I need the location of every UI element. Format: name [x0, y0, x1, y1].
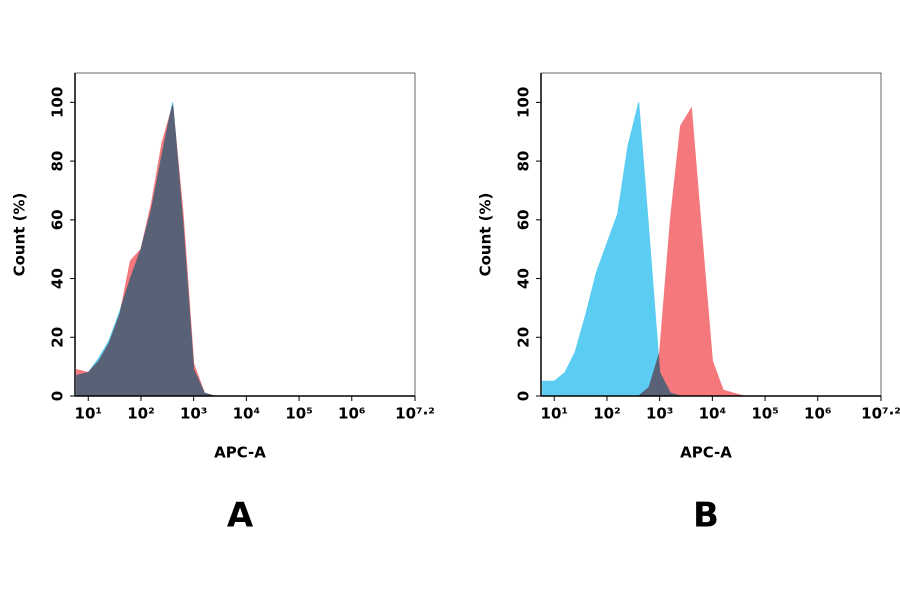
- y-tick-label: 80: [49, 151, 67, 172]
- y-tick-label: 20: [49, 327, 67, 348]
- x-tick-label: 10⁷·²: [395, 405, 435, 423]
- x-tick-label: 10³: [646, 405, 673, 423]
- y-tick-label: 100: [49, 87, 67, 118]
- x-tick-label: 10⁴: [233, 405, 260, 423]
- histogram-area: [542, 102, 766, 397]
- x-tick-label: 10¹: [75, 405, 102, 423]
- y-axis-label: Count (%): [11, 193, 29, 277]
- x-tick-label: 10²: [593, 405, 620, 423]
- x-tick-label: 10³: [180, 405, 207, 423]
- x-axis-label: APC-A: [680, 444, 732, 462]
- x-tick-label: 10⁵: [285, 405, 312, 423]
- x-axis-label: APC-A: [214, 444, 266, 462]
- y-tick-label: 40: [515, 268, 533, 289]
- y-tick-label: 0: [515, 391, 533, 401]
- x-tick-label: 10¹: [541, 405, 568, 423]
- panel-label: A: [227, 496, 254, 536]
- x-tick-label: 10⁶: [338, 405, 365, 423]
- y-tick-label: 20: [515, 327, 533, 348]
- y-tick-label: 80: [515, 151, 533, 172]
- x-tick-label: 10⁷·²: [861, 405, 900, 423]
- x-tick-label: 10⁵: [751, 405, 778, 423]
- x-tick-label: 10⁶: [804, 405, 831, 423]
- panel-label: B: [693, 496, 719, 536]
- y-tick-label: 0: [49, 391, 67, 401]
- y-tick-label: 60: [515, 209, 533, 230]
- y-tick-label: 40: [49, 268, 67, 289]
- y-axis-label: Count (%): [477, 193, 495, 277]
- y-tick-label: 60: [49, 209, 67, 230]
- y-tick-label: 100: [515, 87, 533, 118]
- x-tick-label: 10⁴: [699, 405, 726, 423]
- histogram-area: [76, 102, 300, 397]
- x-tick-label: 10²: [127, 405, 154, 423]
